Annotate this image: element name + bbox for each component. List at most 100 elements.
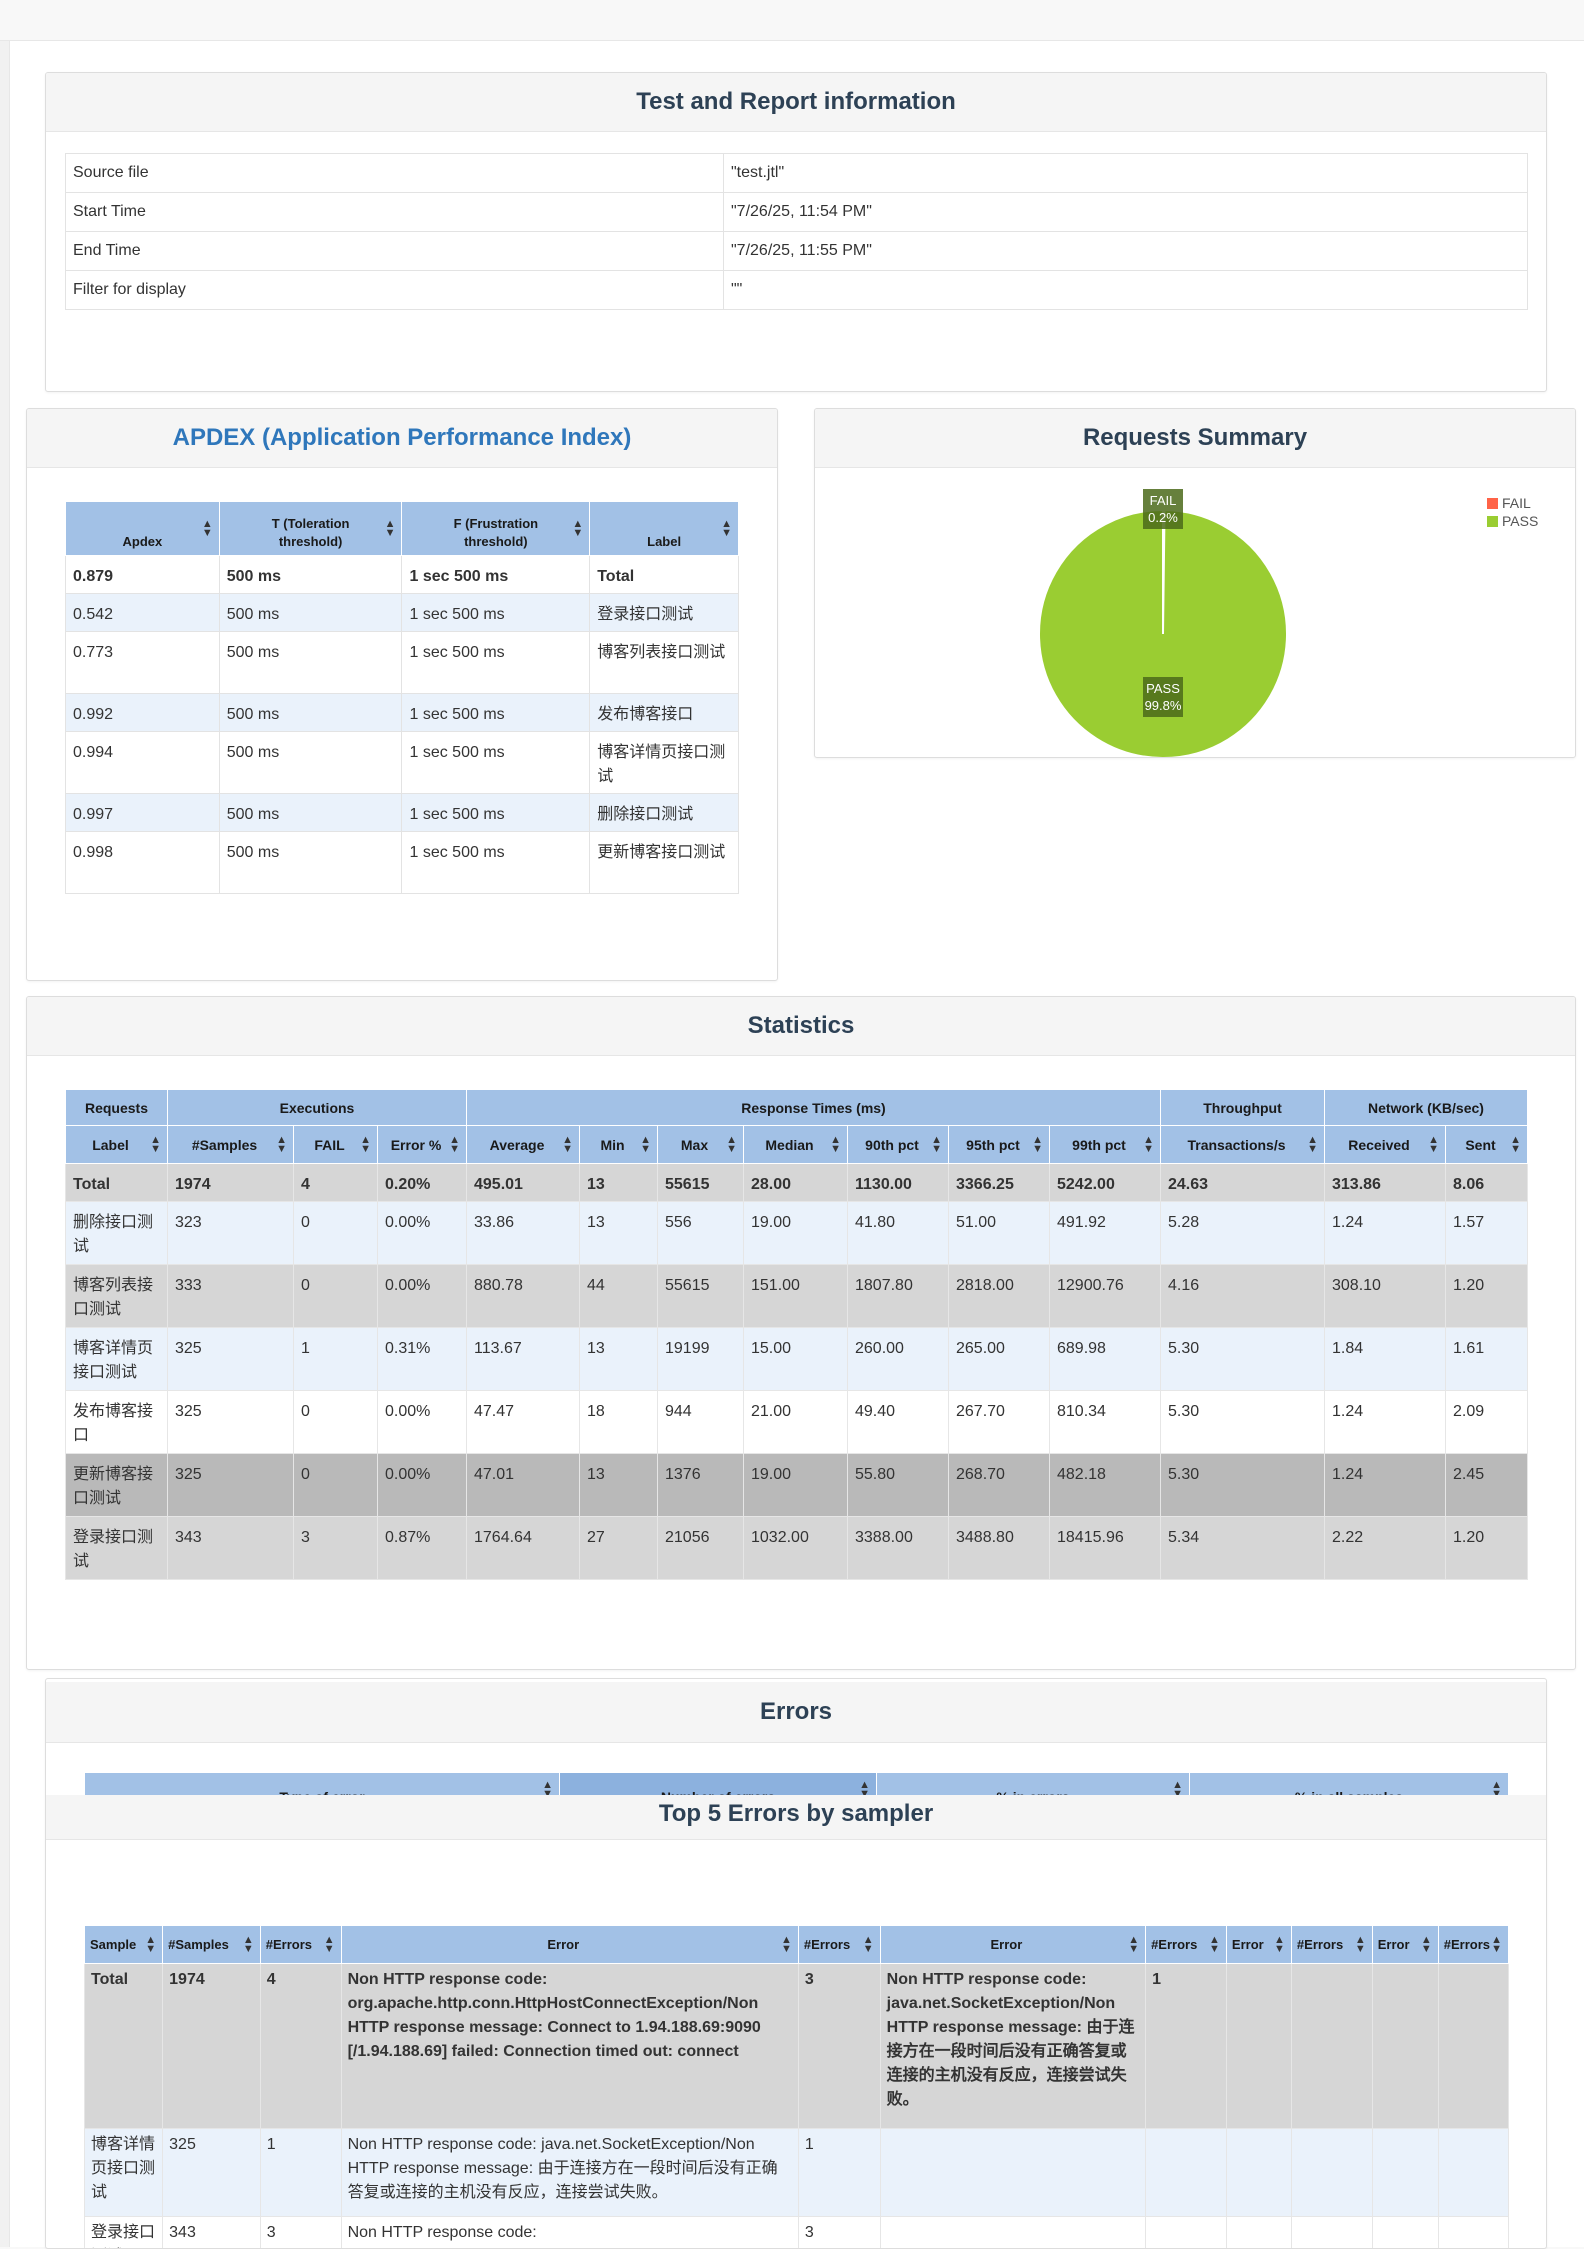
stats-cell: 41.80 — [848, 1202, 949, 1265]
top5-header-10[interactable]: #Errors▲▼ — [1438, 1926, 1508, 1964]
top5-cell — [1438, 2129, 1508, 2217]
stats-cell: 482.18 — [1050, 1454, 1161, 1517]
stats-header-0[interactable]: Label▲▼ — [66, 1126, 168, 1164]
stats-header-text: Received — [1348, 1137, 1409, 1153]
sort-icon[interactable]: ▲▼ — [830, 1136, 841, 1154]
top5-header-9[interactable]: Error▲▼ — [1372, 1926, 1438, 1964]
sort-icon[interactable]: ▲▼ — [243, 1936, 254, 1954]
sort-icon[interactable]: ▲▼ — [385, 520, 396, 538]
sort-icon[interactable]: ▲▼ — [1307, 1136, 1318, 1154]
stats-header-1[interactable]: #Samples ▲▼ — [168, 1126, 294, 1164]
sort-icon[interactable]: ▲▼ — [863, 1936, 874, 1954]
stats-header-text: Error % — [391, 1137, 442, 1153]
pie-slice-pass[interactable] — [1039, 510, 1287, 757]
top5-header-6[interactable]: #Errors ▲▼ — [1146, 1926, 1227, 1964]
apdex-title: APDEX (Application Performance Index) — [27, 409, 777, 468]
top5-cell: Non HTTP response code: org.apache.http.… — [341, 2217, 798, 2249]
sort-icon[interactable]: ▲▼ — [202, 520, 213, 538]
stats-cell: 308.10 — [1325, 1265, 1446, 1328]
sort-icon[interactable]: ▲▼ — [360, 1136, 371, 1154]
stats-cell: 55615 — [658, 1164, 744, 1202]
sort-icon[interactable]: ▲▼ — [562, 1136, 573, 1154]
stats-header-11[interactable]: Transactions/s▲▼ — [1161, 1126, 1325, 1164]
stats-header-2[interactable]: FAIL▲▼ — [294, 1126, 378, 1164]
stats-cell: 323 — [168, 1202, 294, 1265]
stats-header-text: #Samples — [192, 1137, 257, 1153]
top5-row: 登录接口测试3433Non HTTP response code: org.ap… — [85, 2217, 1509, 2249]
apdex-cell: 1 sec 500 ms — [402, 594, 590, 632]
sort-icon[interactable]: ▲▼ — [276, 1136, 287, 1154]
report-info-row: Start Time"7/26/25, 11:54 PM" — [66, 193, 1528, 232]
stats-header-7[interactable]: Median▲▼ — [744, 1126, 848, 1164]
top5-header-7[interactable]: Error▲▼ — [1226, 1926, 1291, 1964]
sort-icon[interactable]: ▲▼ — [145, 1936, 156, 1954]
stats-cell: 325 — [168, 1328, 294, 1391]
stats-header-9[interactable]: 95th pct▲▼ — [949, 1126, 1050, 1164]
sort-icon[interactable]: ▲▼ — [640, 1136, 651, 1154]
stats-cell: 491.92 — [1050, 1202, 1161, 1265]
top5-header-text: #Errors — [1297, 1937, 1343, 1952]
stats-cell: 0 — [294, 1391, 378, 1454]
top5-header-8[interactable]: #Errors ▲▼ — [1291, 1926, 1372, 1964]
sort-icon[interactable]: ▲▼ — [324, 1936, 335, 1954]
stats-header-3[interactable]: Error % ▲▼ — [378, 1126, 467, 1164]
apdex-header-3[interactable]: Label▲▼ — [590, 502, 739, 556]
stats-header-13[interactable]: Sent▲▼ — [1446, 1126, 1528, 1164]
sort-icon[interactable]: ▲▼ — [781, 1936, 792, 1954]
stats-cell: 13 — [580, 1164, 658, 1202]
left-sidebar-strip — [0, 41, 10, 2247]
legend-label-pass: PASS — [1502, 513, 1538, 529]
top5-header-1[interactable]: #Samples▲▼ — [163, 1926, 261, 1964]
sort-icon[interactable]: ▲▼ — [1510, 1136, 1521, 1154]
stats-cell: 13 — [580, 1454, 658, 1517]
sort-icon[interactable]: ▲▼ — [1209, 1936, 1220, 1954]
sort-icon[interactable]: ▲▼ — [1128, 1936, 1139, 1954]
stats-header-5[interactable]: Min▲▼ — [580, 1126, 658, 1164]
stats-cell: 12900.76 — [1050, 1265, 1161, 1328]
requests-summary-title: Requests Summary — [815, 409, 1575, 468]
stats-header-12[interactable]: Received ▲▼ — [1325, 1126, 1446, 1164]
top5-header-0[interactable]: Sample▲▼ — [85, 1926, 163, 1964]
sort-icon[interactable]: ▲▼ — [150, 1136, 161, 1154]
top5-header-2[interactable]: #Errors▲▼ — [260, 1926, 341, 1964]
sort-icon[interactable]: ▲▼ — [1491, 1936, 1502, 1954]
stats-cell: 5.34 — [1161, 1517, 1325, 1580]
sort-icon[interactable]: ▲▼ — [1274, 1936, 1285, 1954]
top5-header-3[interactable]: Error▲▼ — [341, 1926, 798, 1964]
stats-header-10[interactable]: 99th pct▲▼ — [1050, 1126, 1161, 1164]
stats-cell: 495.01 — [467, 1164, 580, 1202]
stats-header-8[interactable]: 90th pct▲▼ — [848, 1126, 949, 1164]
sort-icon[interactable]: ▲▼ — [726, 1136, 737, 1154]
top5-cell — [880, 2217, 1145, 2249]
stats-cell: 15.00 — [744, 1328, 848, 1391]
top5-cell: 博客详情页接口测试 — [85, 2129, 163, 2217]
sort-icon[interactable]: ▲▼ — [721, 520, 732, 538]
stats-cell: 810.34 — [1050, 1391, 1161, 1454]
sort-icon[interactable]: ▲▼ — [1421, 1936, 1432, 1954]
top5-cell: 1974 — [163, 1964, 261, 2129]
sort-icon[interactable]: ▲▼ — [1143, 1136, 1154, 1154]
sort-icon[interactable]: ▲▼ — [1355, 1936, 1366, 1954]
sort-icon[interactable]: ▲▼ — [1428, 1136, 1439, 1154]
sort-icon[interactable]: ▲▼ — [931, 1136, 942, 1154]
sort-icon[interactable]: ▲▼ — [449, 1136, 460, 1154]
apdex-header-0[interactable]: Apdex▲▼ — [66, 502, 220, 556]
top-navbar — [0, 0, 1584, 41]
top5-header-4[interactable]: #Errors▲▼ — [798, 1926, 880, 1964]
sort-icon[interactable]: ▲▼ — [572, 520, 583, 538]
stats-header-6[interactable]: Max▲▼ — [658, 1126, 744, 1164]
top5-header-5[interactable]: Error▲▼ — [880, 1926, 1145, 1964]
report-info-title: Test and Report information — [46, 73, 1546, 132]
stats-header-4[interactable]: Average▲▼ — [467, 1126, 580, 1164]
sort-icon[interactable]: ▲▼ — [1032, 1136, 1043, 1154]
report-info-value: "7/26/25, 11:55 PM" — [724, 232, 1528, 271]
legend-item-fail: FAIL — [1487, 495, 1538, 511]
top5-header-text: #Errors — [1151, 1937, 1197, 1952]
